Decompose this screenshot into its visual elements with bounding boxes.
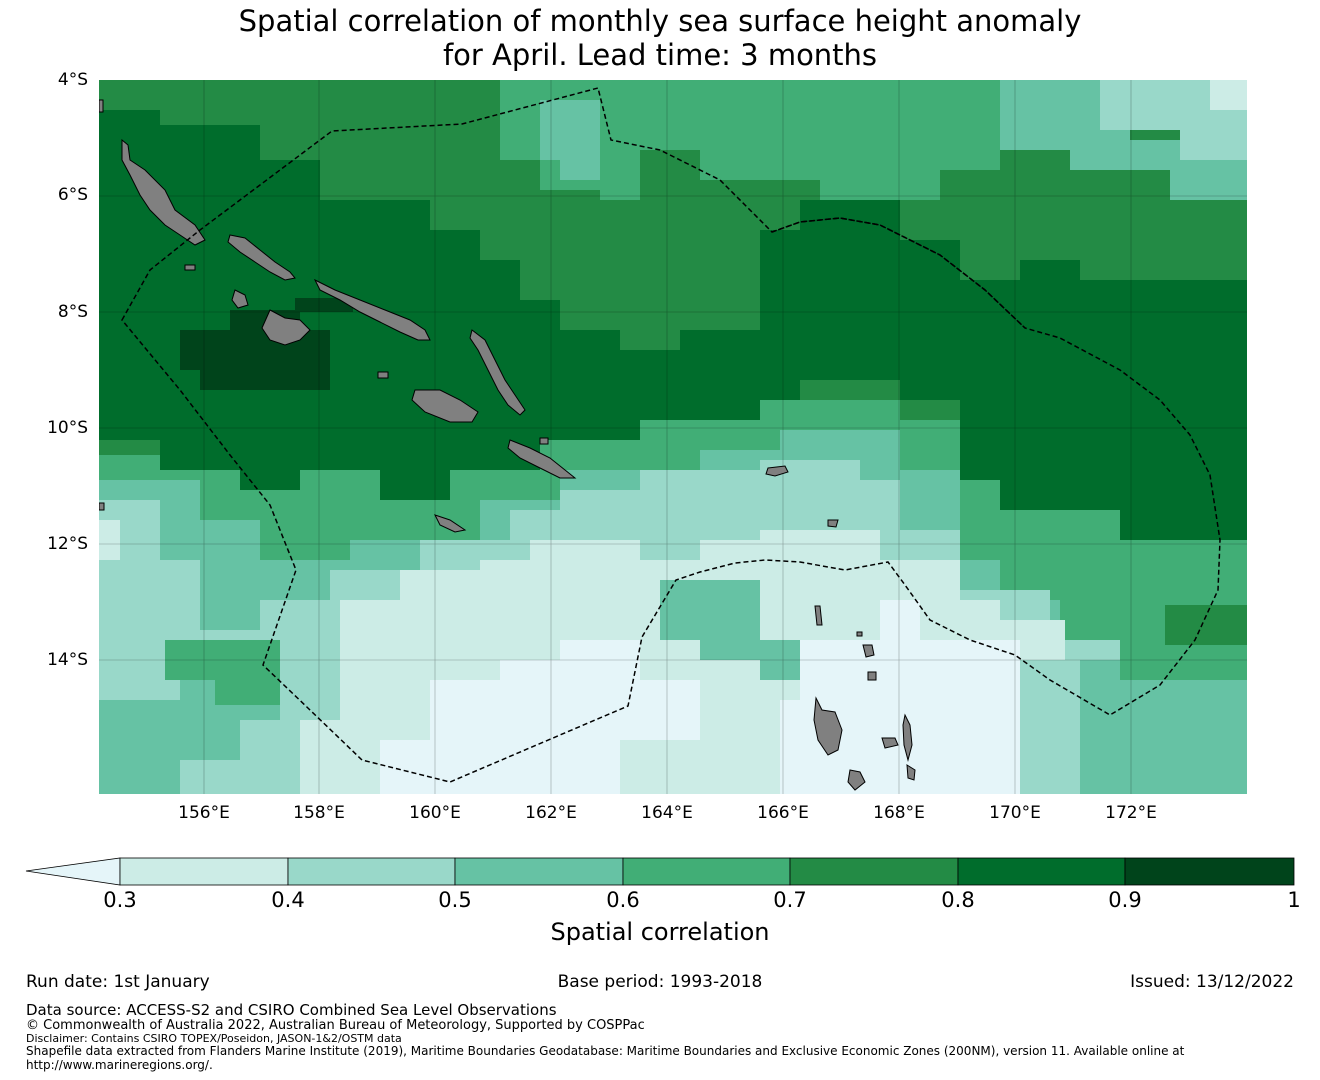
land-pentecost bbox=[902, 713, 913, 762]
colorbar-bin-0.7-0.8 bbox=[789, 857, 959, 886]
land-santa-cruz bbox=[765, 465, 789, 477]
field-0.8-0.9-central bbox=[760, 200, 1247, 540]
colorbar-tick-0.6: 0.6 bbox=[606, 888, 640, 912]
colorbar-bin-0.6-0.7 bbox=[622, 857, 791, 886]
field-0.6-0.7-north bbox=[500, 80, 1000, 200]
colorbar-tick-0.4: 0.4 bbox=[271, 888, 305, 912]
land-efate-area bbox=[847, 769, 866, 791]
land-maewo bbox=[906, 764, 916, 781]
lon-label-170e: 170°E bbox=[989, 803, 1041, 823]
land-small-7 bbox=[814, 605, 823, 626]
colorbar-bin-0.8-0.9 bbox=[957, 857, 1126, 886]
land-vella-lavella bbox=[231, 289, 249, 309]
colorbar-label: Spatial correlation bbox=[550, 918, 770, 946]
lat-label-12s: 12°S bbox=[47, 534, 88, 554]
lon-label-162e: 162°E bbox=[525, 803, 577, 823]
land-new-georgia bbox=[261, 309, 311, 346]
colorbar-tick-0.5: 0.5 bbox=[438, 888, 472, 912]
land-small-6 bbox=[539, 437, 549, 445]
lon-label-158e: 158°E bbox=[293, 803, 345, 823]
colorbar bbox=[25, 857, 1295, 886]
title-line-2: for April. Lead time: 3 months bbox=[442, 38, 878, 72]
lon-label-166e: 166°E bbox=[757, 803, 809, 823]
land-masses bbox=[99, 99, 916, 791]
gridlines bbox=[99, 80, 1247, 794]
land-small-8 bbox=[856, 631, 863, 637]
colorbar-tick-1: 1 bbox=[1287, 888, 1301, 912]
lon-label-160e: 160°E bbox=[409, 803, 461, 823]
field-below-0.3 bbox=[380, 600, 1020, 794]
lat-label-6s: 6°S bbox=[57, 185, 88, 205]
land-malakula bbox=[881, 737, 899, 749]
lon-label-164e: 164°E bbox=[641, 803, 693, 823]
colorbar-bin-0.4-0.5 bbox=[287, 857, 456, 886]
land-banks bbox=[862, 644, 875, 658]
eez-boundaries bbox=[121, 87, 1221, 783]
colorbar-bin-0.5-0.6 bbox=[454, 857, 624, 886]
shapefile-credit: Shapefile data extracted from Flanders M… bbox=[26, 1044, 1185, 1058]
field-0.3-0.4-ne bbox=[1210, 80, 1247, 110]
title-line-1: Spatial correlation of monthly sea surfa… bbox=[238, 4, 1082, 38]
colorbar-tick-0.3: 0.3 bbox=[103, 888, 137, 912]
data-source: Data source: ACCESS-S2 and CSIRO Combine… bbox=[26, 1001, 557, 1019]
lat-label-8s: 8°S bbox=[57, 302, 88, 322]
land-guadalcanal bbox=[411, 389, 479, 423]
colorbar-tick-0.9: 0.9 bbox=[1108, 888, 1142, 912]
eez-vanuatu bbox=[771, 217, 1026, 329]
land-malaita bbox=[469, 329, 526, 416]
land-small-4 bbox=[99, 99, 104, 113]
lon-label-172e: 172°E bbox=[1105, 803, 1157, 823]
field-0.8-0.9-west bbox=[99, 110, 760, 500]
lat-label-4s: 4°S bbox=[57, 70, 88, 90]
field-0.9-1-b bbox=[295, 298, 353, 312]
land-choiseul bbox=[227, 234, 296, 281]
lon-label-168e: 168°E bbox=[873, 803, 925, 823]
field-0.5-0.6-mid bbox=[660, 580, 800, 680]
land-santa-isabel bbox=[313, 278, 431, 341]
land-torres bbox=[867, 671, 877, 681]
colorbar-extend-arrow bbox=[25, 857, 121, 886]
land-small-2 bbox=[377, 371, 389, 379]
eez-solomon-islands bbox=[121, 87, 1221, 783]
issued-date: Issued: 13/12/2022 bbox=[1130, 972, 1294, 992]
land-espiritu-santo bbox=[813, 696, 843, 756]
disclaimer: Disclaimer: Contains CSIRO TOPEX/Poseido… bbox=[26, 1032, 402, 1045]
land-small-5 bbox=[184, 264, 196, 271]
lat-label-10s: 10°S bbox=[47, 418, 88, 438]
land-bougainville bbox=[121, 138, 206, 246]
run-date: Run date: 1st January bbox=[26, 972, 210, 992]
land-makira bbox=[507, 439, 577, 479]
map-title: Spatial correlation of monthly sea surfa… bbox=[0, 4, 1320, 72]
field-0.6-0.7-se bbox=[1165, 605, 1247, 645]
lon-label-156e: 156°E bbox=[178, 803, 230, 823]
base-period: Base period: 1993-2018 bbox=[557, 972, 763, 992]
field-0.5-0.6-north bbox=[540, 100, 600, 180]
field-0.5-0.6-ne bbox=[1000, 80, 1247, 200]
colorbar-tick-0.8: 0.8 bbox=[941, 888, 975, 912]
colorbar-tick-0.7: 0.7 bbox=[773, 888, 807, 912]
shapefile-url: http://www.marineregions.org/. bbox=[26, 1058, 213, 1072]
lat-label-14s: 14°S bbox=[47, 650, 88, 670]
land-small-1 bbox=[827, 519, 839, 528]
land-small-3 bbox=[99, 502, 105, 511]
copyright: © Commonwealth of Australia 2022, Austra… bbox=[26, 1018, 645, 1033]
field-0.6-0.7-sw bbox=[165, 640, 280, 705]
colorbar-bin-0.9-1 bbox=[1124, 857, 1295, 886]
colorbar-bin-0.3-0.4 bbox=[119, 857, 289, 886]
land-rennell bbox=[434, 514, 467, 533]
